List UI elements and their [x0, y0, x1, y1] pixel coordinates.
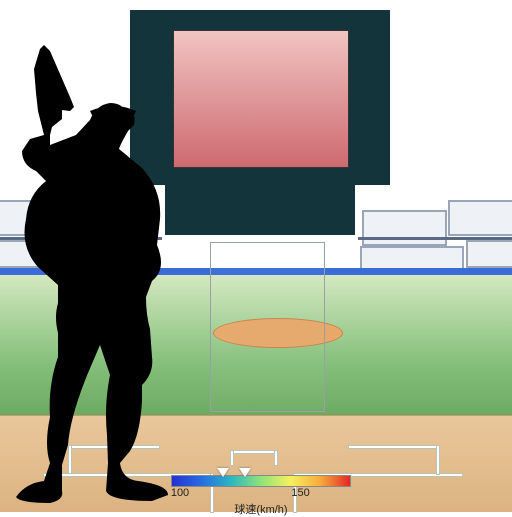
legend-colorbar: [171, 475, 351, 487]
pitch-chart-scene: 100150 球速(km/h): [0, 0, 512, 512]
plate-line: [230, 450, 234, 466]
legend-axis-label: 球速(km/h): [171, 501, 351, 517]
batter-silhouette: [0, 45, 230, 510]
plate-line: [436, 445, 440, 475]
plate-line: [274, 450, 278, 466]
legend-tick: 100: [171, 487, 189, 499]
plate-line: [348, 445, 438, 449]
legend-indicator: [217, 468, 229, 477]
legend-tick: 150: [291, 487, 309, 499]
speed-legend: 100 150 球速(km/h): [171, 465, 351, 517]
plate-line: [232, 450, 276, 454]
stand-rail: [358, 237, 512, 240]
stand-panel: [362, 210, 447, 246]
legend-indicators: [171, 465, 351, 475]
legend-indicator: [239, 468, 251, 477]
stand-panel: [466, 240, 512, 268]
stand-panel: [448, 200, 512, 236]
legend-ticks: 100 150: [171, 487, 351, 501]
